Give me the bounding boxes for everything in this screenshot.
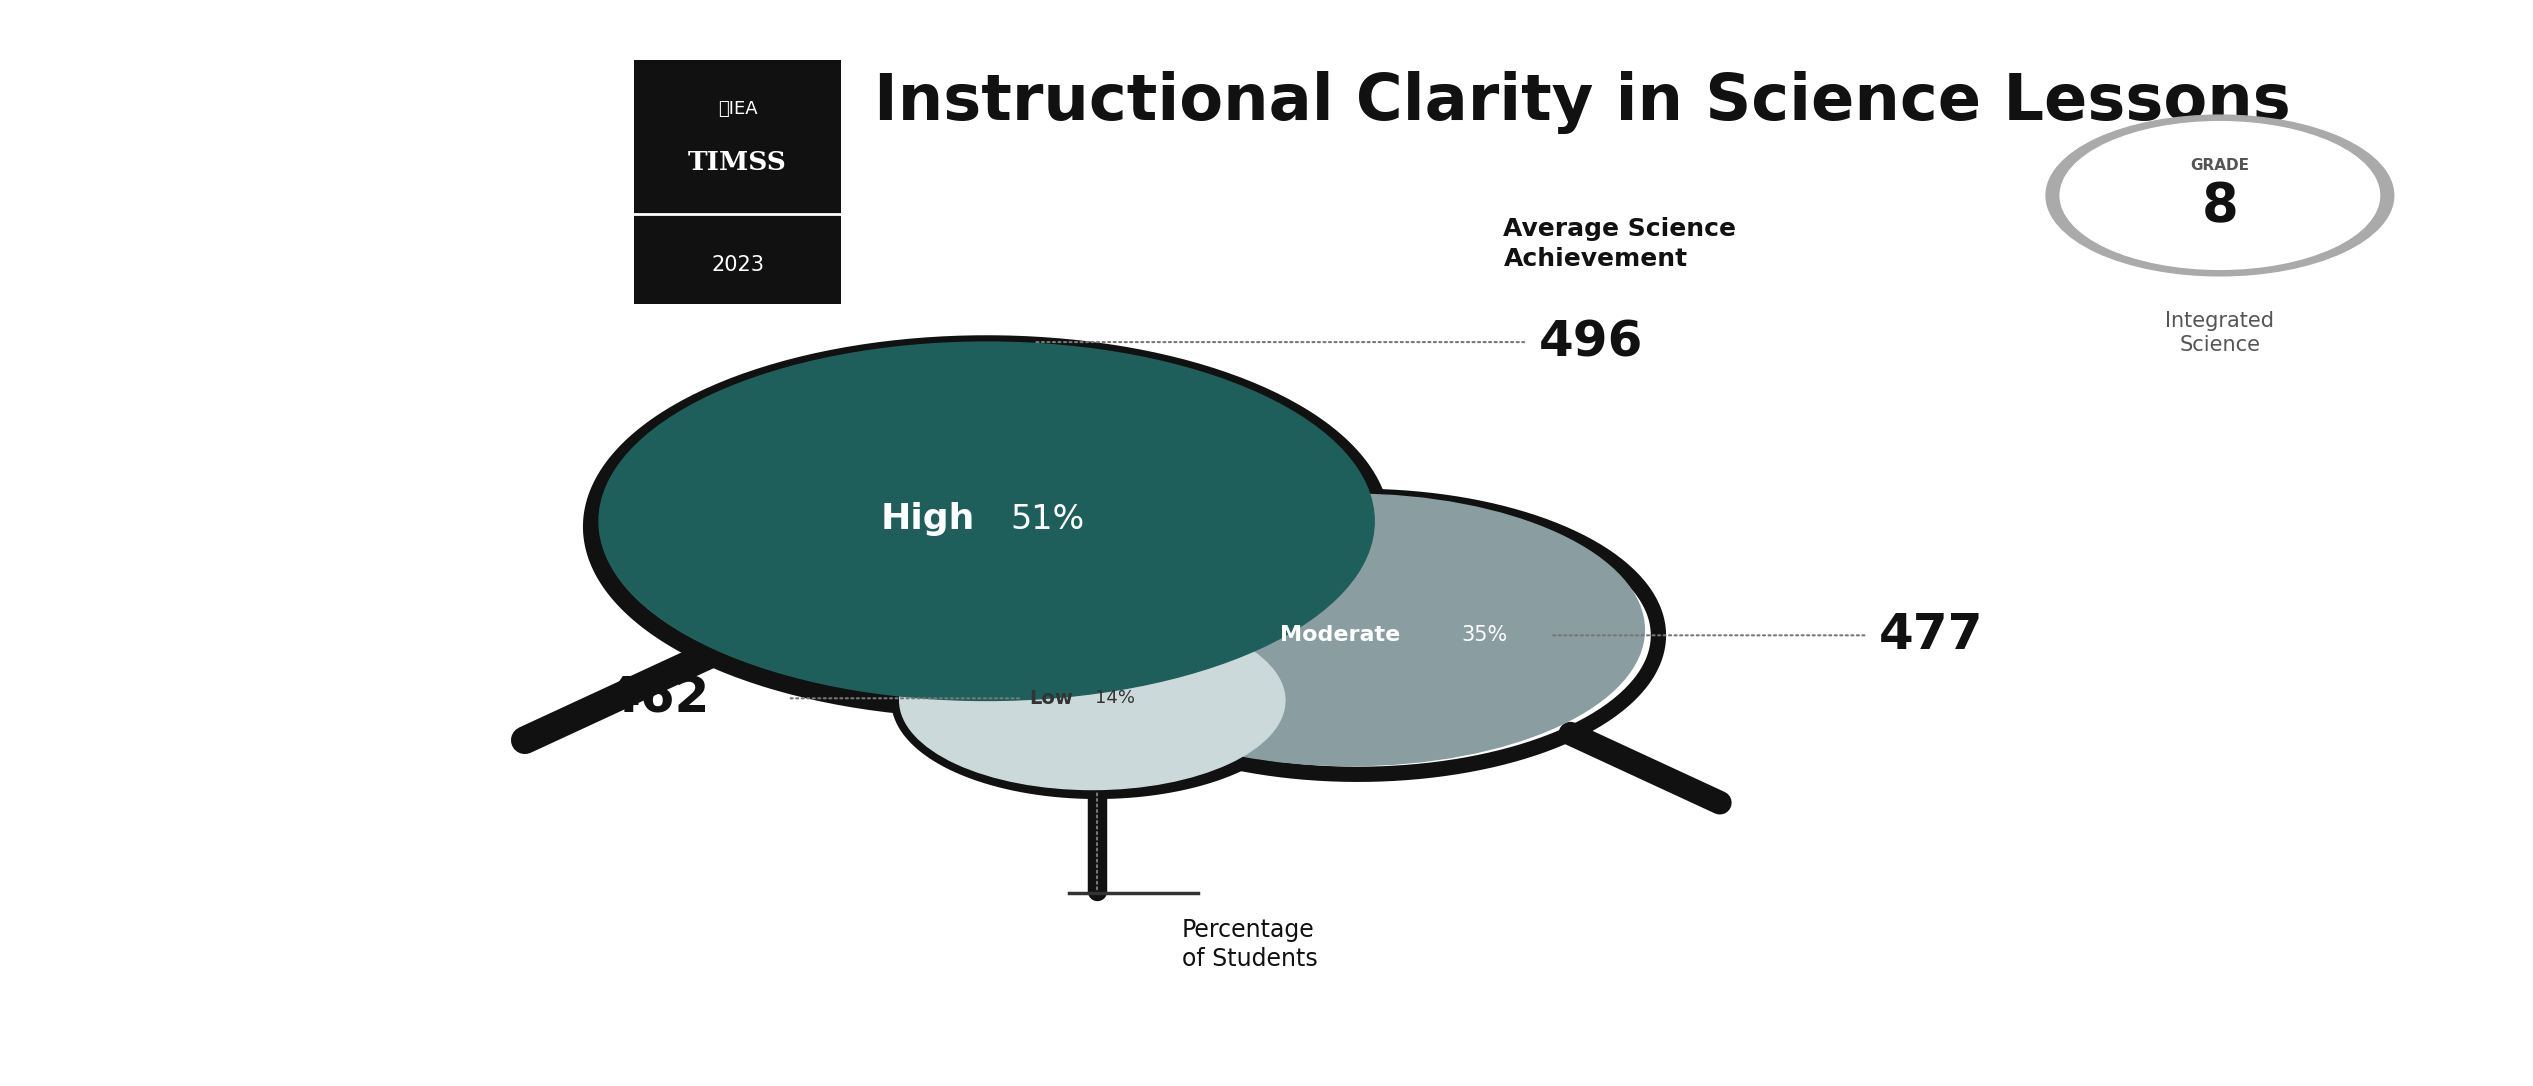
Circle shape xyxy=(598,342,1375,700)
Text: ⓄIEA: ⓄIEA xyxy=(717,100,757,117)
Text: 35%: 35% xyxy=(1462,626,1507,645)
Circle shape xyxy=(899,611,1284,790)
Text: TIMSS: TIMSS xyxy=(689,150,788,175)
Text: 14%: 14% xyxy=(1094,690,1135,707)
Text: Low: Low xyxy=(1028,689,1074,708)
Text: 477: 477 xyxy=(1879,611,1983,659)
Text: Percentage
of Students: Percentage of Students xyxy=(1180,918,1317,971)
Text: Average Science
Achievement: Average Science Achievement xyxy=(1505,217,1738,270)
Circle shape xyxy=(2047,115,2394,276)
Text: 8: 8 xyxy=(2201,180,2239,232)
Text: 462: 462 xyxy=(605,674,709,722)
Text: High: High xyxy=(881,502,975,536)
Circle shape xyxy=(1056,494,1644,766)
Text: 51%: 51% xyxy=(1011,503,1084,535)
Circle shape xyxy=(2059,122,2378,269)
Text: Moderate: Moderate xyxy=(1279,626,1401,645)
FancyBboxPatch shape xyxy=(633,60,841,304)
Text: Integrated
Science: Integrated Science xyxy=(2166,311,2275,355)
Text: GRADE: GRADE xyxy=(2191,157,2249,173)
Text: Instructional Clarity in Science Lessons: Instructional Clarity in Science Lessons xyxy=(874,71,2290,134)
Text: 2023: 2023 xyxy=(712,255,765,275)
Text: 496: 496 xyxy=(1538,318,1644,366)
